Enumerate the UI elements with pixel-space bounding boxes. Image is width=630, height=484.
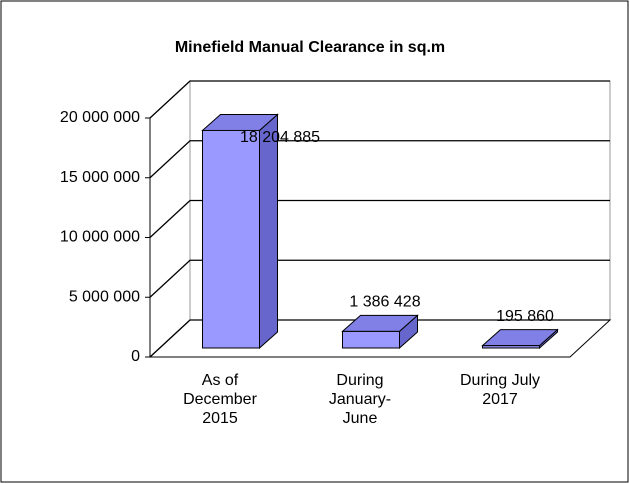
bar-side <box>259 113 278 350</box>
x-tick-label: As of December 2015 <box>183 372 257 427</box>
y-tick-label: 20 000 000 <box>60 109 140 126</box>
data-label: 195 860 <box>496 308 554 325</box>
grid-line <box>149 140 610 179</box>
bar <box>482 345 540 349</box>
y-tick-label: 10 000 000 <box>60 229 140 246</box>
x-tick-label: During July 2017 <box>459 372 541 408</box>
grid-line <box>149 319 610 358</box>
x-tick-label: During January-June <box>328 372 392 427</box>
bar <box>202 129 260 349</box>
grid-line <box>149 80 610 119</box>
grid-line <box>149 259 610 298</box>
y-tick-label: 15 000 000 <box>60 169 140 186</box>
chart-title: Minefield Manual Clearance in sq.m <box>175 39 445 56</box>
data-label: 1 386 428 <box>349 294 420 311</box>
y-tick-label: 5 000 000 <box>69 288 140 305</box>
data-label: 18 204 885 <box>240 129 320 146</box>
bar <box>342 330 400 349</box>
y-tick-label: 0 <box>131 348 140 365</box>
grid-line <box>149 199 610 238</box>
